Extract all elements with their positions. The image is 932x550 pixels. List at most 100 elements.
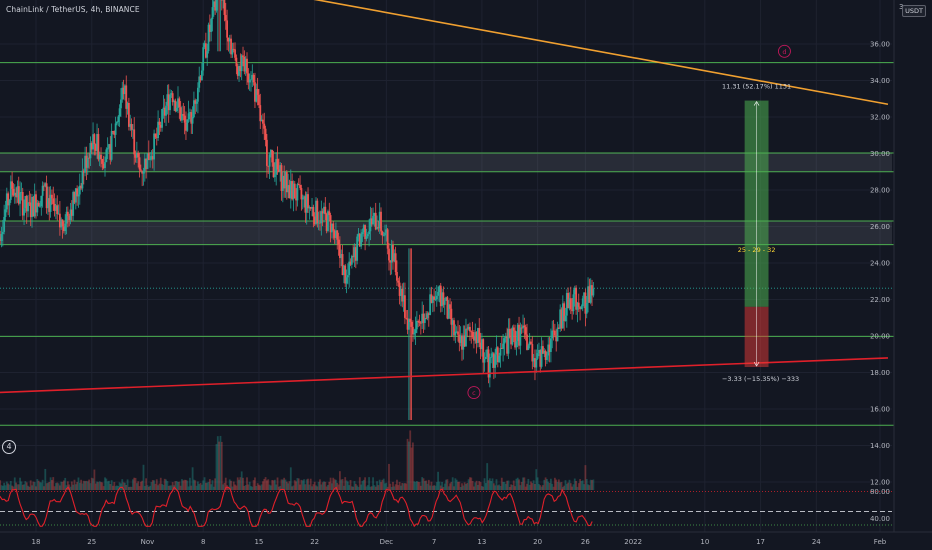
candle-body [138,157,141,170]
candle-body [392,244,394,262]
volume-bar [498,484,501,490]
candle-body [523,325,526,328]
price-axis-bg [894,0,932,550]
candle-body [112,131,114,132]
volume-bar [231,486,234,490]
candle-body [125,85,128,109]
volume-bar [580,481,583,490]
candle-body [502,343,505,349]
arrow-head-up [753,101,760,106]
candle-body [124,85,126,95]
candle-body [474,332,477,341]
candle-body [170,93,173,95]
volume-bar [19,477,21,490]
candle-body [28,202,31,204]
candle-body [358,233,361,247]
volume-bar [451,477,454,490]
candle-body [116,121,118,124]
candle-body [230,38,232,55]
candle-body [163,107,166,116]
candle-body [29,202,32,218]
indicator-badge[interactable]: 4 [2,440,16,454]
volume-bar [332,477,335,490]
volume-bar [589,479,592,490]
volume-bar [470,477,473,490]
volume-bar [455,479,458,490]
candle-body [304,196,307,213]
volume-bar [557,479,560,490]
volume-bar [473,486,475,490]
candle-body [212,1,215,8]
volume-bar [251,486,254,490]
volume-bar [308,484,311,490]
volume-bar [575,480,578,490]
candle-body [269,149,272,155]
candle-body [514,330,516,348]
candle-body [555,335,558,342]
volume-bar [113,482,116,490]
candle-body [161,109,163,128]
volume-bar [239,477,242,490]
volume-bar [147,486,150,490]
candle-body [64,223,67,232]
volume-bar [129,486,132,490]
volume-bar [158,483,161,490]
volume-bar [66,481,69,490]
volume-bar [4,485,7,490]
volume-bar [360,484,363,490]
volume-bar [203,477,206,490]
volume-bar [490,481,493,490]
volume-bar [495,479,498,490]
candle-body [25,195,28,212]
candle-body [357,233,360,237]
candle-body [182,114,185,116]
candle-body [317,222,320,224]
volume-bar [196,481,199,490]
volume-bar [393,486,396,490]
candle-body [280,165,283,191]
volume-bar [426,483,429,490]
volume-bar [211,480,214,490]
volume-bar [461,483,463,490]
volume-bar [457,481,459,490]
volume-bar [519,485,522,490]
candle-body [167,94,170,111]
candle-body [108,144,110,149]
candle-body [532,358,535,362]
candle-body [92,134,94,150]
candle-body [268,154,271,167]
volume-bar [169,485,171,490]
volume-bar [110,480,113,490]
candle-body [556,327,559,342]
volume-bar [267,479,270,490]
volume-bar [216,436,219,490]
candle-body [35,194,37,213]
volume-bar [331,483,333,490]
volume-bar [528,484,531,490]
candle-body [159,124,162,128]
candle-body [407,318,410,330]
volume-bar [154,483,157,490]
volume-bar [220,441,223,490]
candle-body [538,349,540,354]
volume-bar [479,482,482,490]
volume-bar [544,477,547,490]
volume-bar [386,486,389,490]
volume-bar [202,480,205,490]
volume-bar [9,480,12,490]
candle-body [208,24,211,32]
candle-body [584,292,587,314]
candle-body [173,100,175,103]
candle-body [242,55,244,58]
candle-body [13,192,16,196]
candle-body [47,198,49,209]
volume-bar [567,482,570,490]
candle-body [191,116,194,124]
currency-badge[interactable]: USDT [902,5,926,17]
volume-bar [163,478,166,490]
candle-body [427,313,430,315]
volume-bar [230,480,232,490]
candle-body [169,94,171,111]
